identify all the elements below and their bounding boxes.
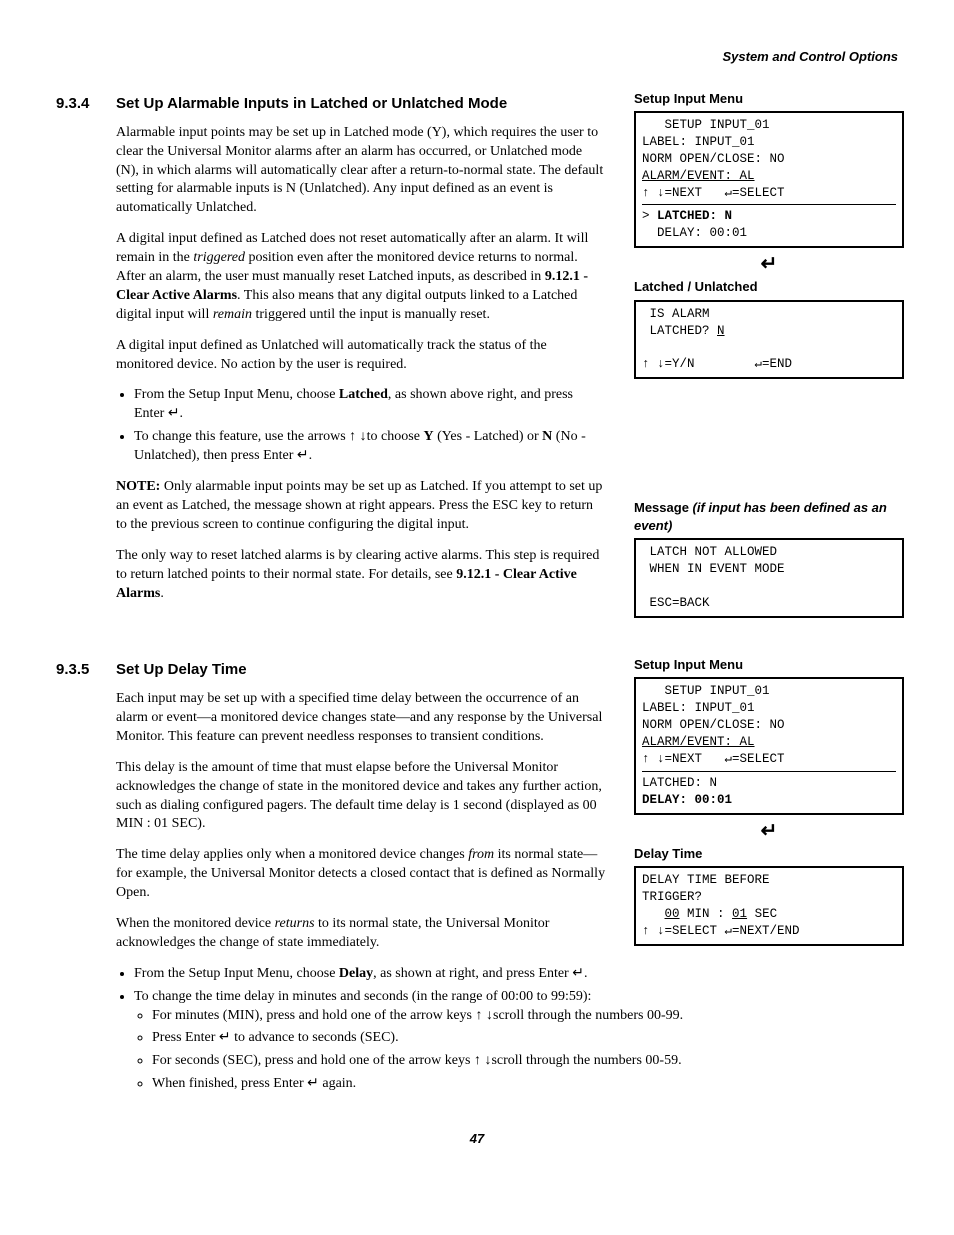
running-header: System and Control Options [56,48,898,66]
text: Delay [339,966,373,981]
lcd-latched: IS ALARM LATCHED? N ↑ ↓=Y/N ↵=END [634,300,904,380]
section-number: 9.3.4 [56,94,102,114]
paragraph: When the monitored device returns to its… [116,915,606,953]
text [642,907,665,921]
paragraph: This delay is the amount of time that mu… [116,759,606,835]
lcd-selected: DELAY: 00:01 [642,793,732,807]
section-934: 9.3.4 Set Up Alarmable Inputs in Latched… [56,86,606,616]
list-item: From the Setup Input Menu, choose Delay,… [134,965,898,984]
paragraph: The time delay applies only when a monit… [116,846,606,903]
lcd-line: LATCHED? [642,324,717,338]
bullet-list: From the Setup Input Menu, choose Latche… [116,386,606,466]
text: SEC [747,907,777,921]
lcd-setup-input: SETUP INPUT_01 LABEL: INPUT_01 NORM OPEN… [634,111,904,248]
lcd-message: LATCH NOT ALLOWED WHEN IN EVENT MODE ESC… [634,538,904,618]
text: MIN : [680,907,733,921]
text: Only alarmable input points may be set u… [116,479,602,532]
paragraph: The only way to reset latched alarms is … [116,547,606,604]
lcd-line: NORM OPEN/CLOSE: NO [642,718,785,732]
paragraph: A digital input defined as Unlatched wil… [116,337,606,375]
section-935: 9.3.5 Set Up Delay Time Each input may b… [56,652,606,965]
text: Y [423,429,433,444]
list-item: For minutes (MIN), press and hold one of… [152,1007,898,1026]
lcd-nav: ↑ ↓=NEXT ↵=SELECT [642,752,785,766]
list-item: Press Enter ↵ to advance to seconds (SEC… [152,1029,898,1048]
text: from [468,847,494,862]
text: remain [213,307,252,322]
lcd-value: 00 [665,907,680,921]
lcd-nav: ↑ ↓=Y/N ↵=END [642,357,792,371]
lcd-selected: LATCHED: N [657,209,732,223]
lcd-value: 01 [732,907,747,921]
note-label: NOTE: [116,479,160,494]
bullet-list: For minutes (MIN), press and hold one of… [134,1007,898,1095]
lcd-line: TRIGGER? [642,890,702,904]
sidebar-935: Setup Input Menu SETUP INPUT_01 LABEL: I… [634,652,904,952]
text: Latched [339,387,388,402]
enter-icon: ↵ [634,821,904,841]
lcd-value: N [717,324,725,338]
paragraph: Alarmable input points may be set up in … [116,124,606,218]
text: . [160,586,164,601]
text: From the Setup Input Menu, choose [134,387,339,402]
lcd-caret: > [642,209,657,223]
lcd-line: SETUP INPUT_01 [642,118,770,132]
lcd-caption: Latched / Unlatched [634,278,904,296]
text: , as shown at right, and press Enter ↵. [373,966,587,981]
lcd-line: SETUP INPUT_01 [642,684,770,698]
page-number: 47 [56,1130,898,1148]
note: NOTE: Only alarmable input points may be… [116,478,606,535]
lcd-caption: Message (if input has been defined as an… [634,499,904,534]
lcd-delay: DELAY TIME BEFORE TRIGGER? 00 MIN : 01 S… [634,866,904,946]
lcd-line: ALARM/EVENT: AL [642,735,755,749]
text: N [542,429,552,444]
list-item: From the Setup Input Menu, choose Latche… [134,386,606,424]
bullet-list: From the Setup Input Menu, choose Delay,… [116,965,898,1094]
section-number: 9.3.5 [56,660,102,680]
text: The time delay applies only when a monit… [116,847,468,862]
list-item: To change this feature, use the arrows ↑… [134,428,606,466]
lcd-nav: ↑ ↓=NEXT ↵=SELECT [642,186,785,200]
lcd-line: LATCH NOT ALLOWED [642,545,777,559]
list-item: To change the time delay in minutes and … [134,988,898,1094]
lcd-line: DELAY TIME BEFORE [642,873,770,887]
lcd-caption: Setup Input Menu [634,656,904,674]
text: triggered until the input is manually re… [252,307,490,322]
enter-icon: ↵ [634,254,904,274]
lcd-setup-input: SETUP INPUT_01 LABEL: INPUT_01 NORM OPEN… [634,677,904,814]
text: When the monitored device [116,916,275,931]
text: To change the time delay in minutes and … [134,989,591,1004]
lcd-line: ESC=BACK [642,596,710,610]
text: Message [634,500,693,515]
lcd-caption: Setup Input Menu [634,90,904,108]
lcd-line: LABEL: INPUT_01 [642,701,755,715]
text: To change this feature, use the arrows ↑… [134,429,423,444]
lcd-line: DELAY: 00:01 [642,226,747,240]
lcd-line: IS ALARM [642,307,710,321]
text: (Yes - Latched) or [434,429,543,444]
section-title: Set Up Delay Time [116,660,247,680]
lcd-line: WHEN IN EVENT MODE [642,562,785,576]
text: triggered [193,250,245,265]
paragraph: A digital input defined as Latched does … [116,230,606,324]
lcd-line: LATCHED: N [642,776,717,790]
list-item: When finished, press Enter ↵ again. [152,1075,898,1094]
list-item: For seconds (SEC), press and hold one of… [152,1052,898,1071]
lcd-line: ALARM/EVENT: AL [642,169,755,183]
lcd-line: NORM OPEN/CLOSE: NO [642,152,785,166]
lcd-nav: ↑ ↓=SELECT ↵=NEXT/END [642,924,800,938]
lcd-line: LABEL: INPUT_01 [642,135,755,149]
lcd-caption: Delay Time [634,845,904,863]
section-title: Set Up Alarmable Inputs in Latched or Un… [116,94,507,114]
text: From the Setup Input Menu, choose [134,966,339,981]
paragraph: Each input may be set up with a specifie… [116,690,606,747]
text: returns [275,916,315,931]
sidebar-934: Setup Input Menu SETUP INPUT_01 LABEL: I… [634,86,904,624]
